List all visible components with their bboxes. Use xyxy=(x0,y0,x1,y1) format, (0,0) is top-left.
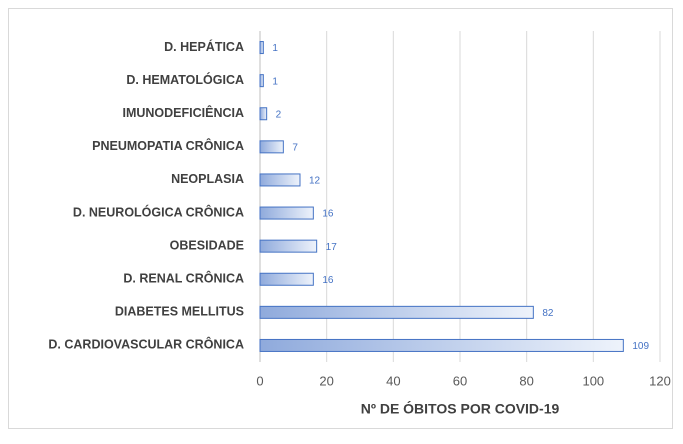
y-tick-label: D. RENAL CRÔNICA xyxy=(123,271,244,286)
x-tick-label: 120 xyxy=(649,373,671,388)
value-label: 17 xyxy=(326,242,338,253)
x-axis-title: Nº DE ÓBITOS POR COVID-19 xyxy=(361,400,560,417)
y-tick-label: OBESIDADE xyxy=(170,238,244,252)
bar xyxy=(259,107,268,121)
value-label: 16 xyxy=(322,275,334,286)
y-tick-label: D. HEMATOLÓGICA xyxy=(126,72,244,87)
value-label: 1 xyxy=(272,76,278,87)
y-tick-label: IMUNODEFICIÊNCIA xyxy=(122,105,244,120)
bar xyxy=(259,74,264,88)
bar xyxy=(259,239,318,253)
value-label: 12 xyxy=(309,176,321,187)
x-tick-label: 40 xyxy=(386,373,400,388)
value-label: 1 xyxy=(272,43,278,54)
x-tick-label: 80 xyxy=(519,373,533,388)
value-label: 7 xyxy=(292,142,298,153)
value-label: 2 xyxy=(276,109,282,120)
value-label: 16 xyxy=(322,209,334,220)
bar xyxy=(259,173,301,187)
x-tick-label: 0 xyxy=(256,373,263,388)
y-tick-label: DIABETES MELLITUS xyxy=(115,305,244,319)
bar xyxy=(259,206,314,220)
x-tick-label: 20 xyxy=(319,373,333,388)
value-label: 82 xyxy=(542,308,554,319)
y-tick-label: NEOPLASIA xyxy=(171,172,244,186)
chart-frame xyxy=(8,8,673,429)
bar xyxy=(259,338,624,352)
bar xyxy=(259,140,284,154)
bar xyxy=(259,272,314,286)
x-tick-label: 100 xyxy=(582,373,604,388)
y-tick-label: PNEUMOPATIA CRÔNICA xyxy=(92,138,244,153)
bar xyxy=(259,305,534,319)
bar xyxy=(259,41,264,55)
x-tick-label: 60 xyxy=(453,373,467,388)
y-tick-label: D. NEUROLÓGICA CRÔNICA xyxy=(73,204,244,219)
y-tick-label: D. CARDIOVASCULAR CRÔNICA xyxy=(48,337,244,352)
value-label: 109 xyxy=(632,341,649,352)
y-tick-label: D. HEPÁTICA xyxy=(164,39,244,54)
